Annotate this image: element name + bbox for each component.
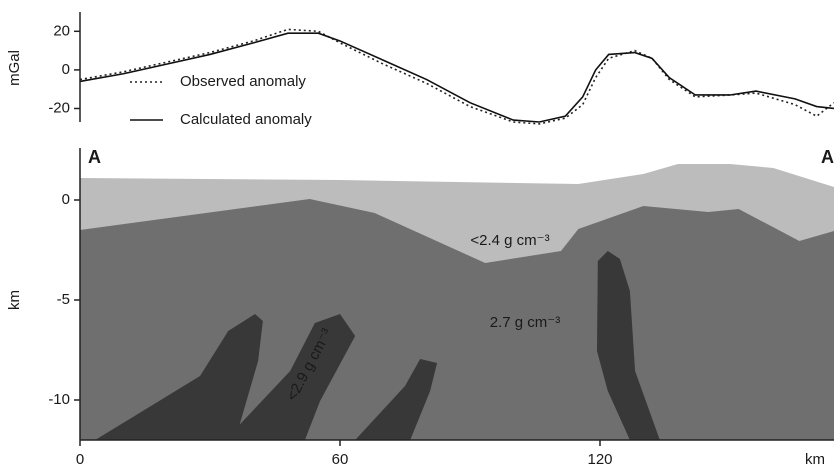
body-label: 2.7 g cm⁻³ (490, 314, 560, 331)
x-tick-label: 120 (587, 451, 612, 468)
density-body (596, 251, 660, 440)
section-end-label: A (88, 147, 101, 167)
y-tick-label: -5 (57, 291, 70, 308)
y-tick-label: 0 (62, 61, 70, 78)
density-body (95, 314, 263, 440)
section-end-label: A (821, 147, 834, 167)
series-line (79, 32, 834, 123)
x-axis-label: km (805, 451, 825, 468)
y-tick-label: -20 (48, 99, 70, 116)
legend-label: Calculated anomaly (180, 111, 312, 128)
density-body (80, 199, 834, 440)
legend-label: Observed anomaly (180, 73, 306, 90)
x-tick-label: 60 (332, 451, 349, 468)
x-tick-label: 0 (76, 451, 84, 468)
body-label: <2.4 g cm⁻³ (470, 232, 549, 249)
density-body (225, 314, 356, 440)
y-tick-label: 0 (62, 191, 70, 208)
y-axis-label: km (6, 290, 23, 310)
y-tick-label: 20 (53, 22, 70, 39)
density-body (355, 359, 438, 440)
y-tick-label: -10 (48, 391, 70, 408)
y-axis-label: mGal (6, 50, 23, 86)
